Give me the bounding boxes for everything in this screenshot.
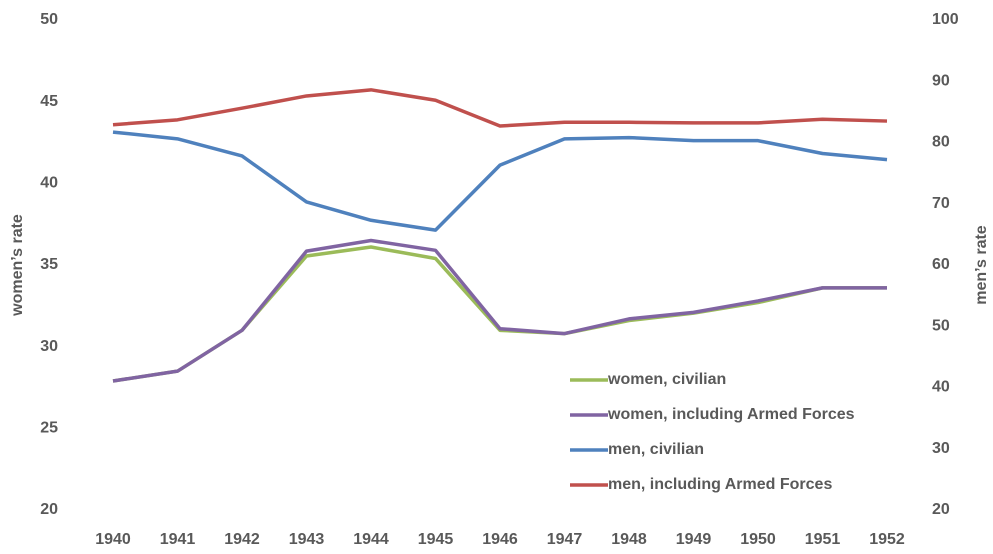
y2-axis-label: men’s rate — [973, 225, 990, 305]
y2-tick-label: 20 — [932, 501, 950, 518]
y-tick-label: 25 — [40, 420, 58, 437]
y2-tick-label: 80 — [932, 134, 950, 151]
x-tick-label: 1950 — [740, 531, 776, 548]
x-tick-label: 1949 — [676, 531, 712, 548]
y2-tick-label: 90 — [932, 72, 950, 89]
y2-tick-label: 70 — [932, 195, 950, 212]
y2-tick-label: 40 — [932, 379, 950, 396]
x-tick-label: 1940 — [95, 531, 131, 548]
y-axis-label: women’s rate — [9, 214, 26, 317]
y-tick-label: 30 — [40, 338, 58, 355]
legend-label: men, including Armed Forces — [608, 476, 832, 493]
x-tick-label: 1952 — [869, 531, 905, 548]
x-tick-label: 1948 — [611, 531, 647, 548]
y-tick-label: 40 — [40, 175, 58, 192]
x-tick-label: 1942 — [224, 531, 260, 548]
legend-label: women, civilian — [607, 371, 726, 388]
y-tick-label: 20 — [40, 501, 58, 518]
y-tick-label: 45 — [40, 93, 58, 110]
x-tick-label: 1946 — [482, 531, 518, 548]
line-series — [112, 130, 888, 232]
legend-label: women, including Armed Forces — [607, 406, 855, 423]
x-tick-label: 1945 — [418, 531, 454, 548]
x-tick-label: 1941 — [160, 531, 196, 548]
y2-tick-label: 50 — [932, 317, 950, 334]
x-tick-label: 1947 — [547, 531, 583, 548]
y2-tick-label: 30 — [932, 440, 950, 457]
line-series — [112, 238, 887, 383]
y2-tick-label: 100 — [932, 11, 959, 28]
y2-tick-label: 60 — [932, 256, 950, 273]
line-series — [112, 245, 887, 383]
y-tick-label: 35 — [40, 256, 58, 273]
line-series — [112, 88, 888, 128]
legend-label: men, civilian — [608, 441, 704, 458]
y-tick-label: 50 — [40, 11, 58, 28]
x-tick-label: 1951 — [805, 531, 841, 548]
x-tick-label: 1944 — [353, 531, 389, 548]
x-tick-label: 1943 — [289, 531, 325, 548]
